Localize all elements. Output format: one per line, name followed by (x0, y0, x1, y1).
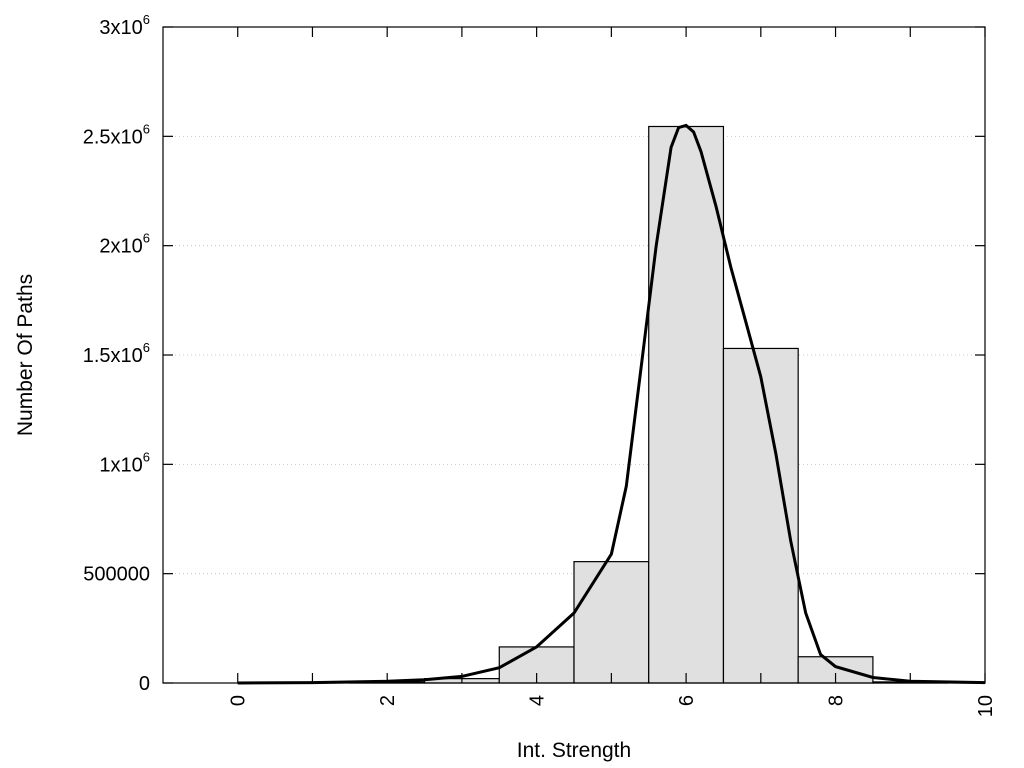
y-tick-label: 2x106 (99, 231, 150, 258)
x-axis-label: Int. Strength (517, 739, 631, 762)
y-tick-label: 500000 (83, 564, 150, 586)
y-axis-label: Number Of Paths (14, 274, 37, 436)
fit-curve-line (237, 123, 986, 685)
ticks (163, 26, 986, 684)
histogram-bar (573, 561, 650, 684)
x-tick-label: 8 (826, 695, 848, 706)
bars (349, 125, 949, 684)
y-tick-label-base: 2.5x10 (83, 126, 143, 148)
x-tick-label: 0 (228, 695, 250, 706)
histogram-bar (648, 125, 725, 684)
y-tick-label-exponent: 6 (143, 121, 150, 136)
x-tick-label: 4 (527, 695, 549, 706)
y-tick-label-exponent: 6 (143, 12, 150, 27)
y-tick-label-base: 2x10 (99, 236, 142, 258)
y-tick-label: 0 (139, 673, 150, 695)
y-tick-label-base: 1.5x10 (83, 345, 143, 367)
y-tick-label: 1x106 (99, 449, 150, 476)
y-tick-label-base: 0 (139, 673, 150, 695)
x-tick-label: 10 (975, 695, 997, 717)
grid-lines (163, 135, 985, 575)
y-tick-label: 2.5x106 (83, 121, 150, 148)
x-tick-label: 6 (676, 695, 698, 706)
x-tick-label: 2 (377, 695, 399, 706)
y-tick-label: 3x106 (99, 12, 150, 39)
y-tick-label-base: 500000 (83, 564, 150, 586)
y-tick-label-exponent: 6 (143, 449, 150, 464)
y-tick-label-exponent: 6 (143, 340, 150, 355)
y-tick-label-base: 1x10 (99, 454, 142, 476)
y-tick-label-exponent: 6 (143, 231, 150, 246)
fit-curve (237, 123, 986, 685)
y-tick-label-base: 3x10 (99, 17, 142, 39)
y-tick-label: 1.5x106 (83, 340, 150, 367)
